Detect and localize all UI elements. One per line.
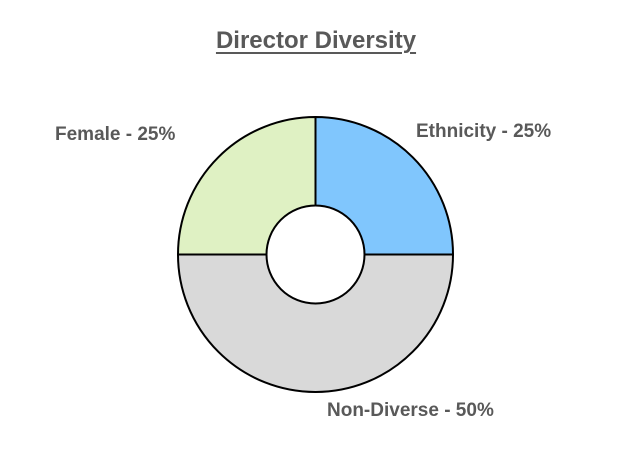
chart-title: Director Diversity xyxy=(0,27,632,55)
slice-female xyxy=(176,115,317,256)
slice-ethnicity xyxy=(314,115,455,256)
label-non-diverse: Non-Diverse - 50% xyxy=(327,400,494,421)
label-ethnicity: Ethnicity - 25% xyxy=(416,121,552,142)
label-female: Female - 25% xyxy=(55,124,176,145)
chart-title-text: Director Diversity xyxy=(215,27,417,54)
slice-non-diverse xyxy=(176,253,455,393)
